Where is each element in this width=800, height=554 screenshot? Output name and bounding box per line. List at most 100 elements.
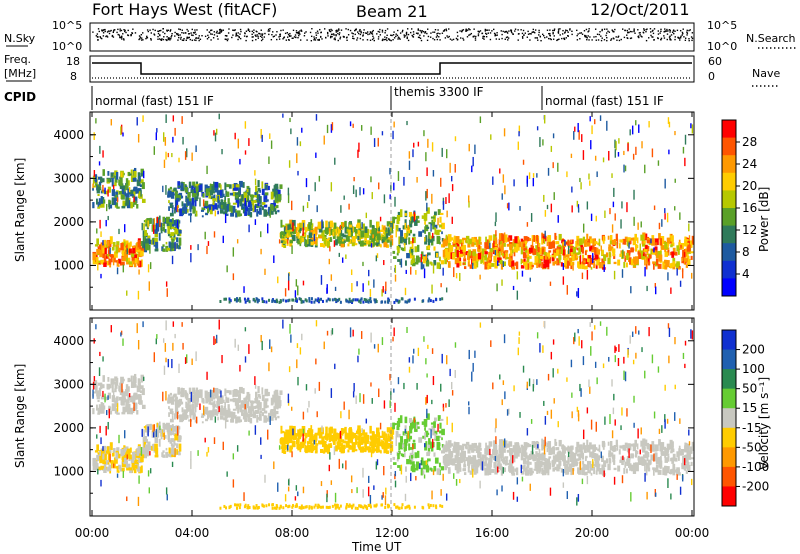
nsky-point <box>417 36 420 39</box>
velocity-cell <box>497 459 501 467</box>
nsky-point <box>549 35 552 37</box>
power-cell <box>482 248 487 253</box>
power-cell <box>647 261 651 266</box>
velocity-cell <box>376 430 380 438</box>
nsky-point <box>252 31 255 34</box>
power-cell <box>463 253 466 260</box>
nsky-point <box>524 32 527 34</box>
power-cell <box>558 246 562 250</box>
power-cell <box>323 236 327 244</box>
power-cell <box>664 259 669 268</box>
nsky-point <box>477 34 480 37</box>
power-cell <box>115 260 118 263</box>
nsky-point <box>633 28 635 30</box>
power-cell <box>400 230 403 237</box>
velocity-cell <box>175 406 179 411</box>
power-cell <box>513 242 518 250</box>
power-cell <box>292 225 295 230</box>
power-cell <box>264 184 267 189</box>
nsky-point <box>650 31 652 33</box>
velocity-cell <box>169 392 172 396</box>
nsky-point <box>367 33 369 36</box>
power-cell <box>471 258 474 265</box>
power-cell <box>652 261 655 264</box>
velocity-cell <box>317 427 322 435</box>
power-cell <box>261 297 264 301</box>
velocity-cell <box>521 465 526 470</box>
nsky-point <box>571 33 573 36</box>
power-cell <box>393 256 397 259</box>
nsky-point <box>591 39 593 41</box>
nsky-point <box>530 33 532 35</box>
power-cell <box>502 251 506 259</box>
nsky-point <box>456 31 459 34</box>
power-cell <box>95 257 99 265</box>
power-cell <box>336 298 339 302</box>
power-cell <box>230 209 233 217</box>
power-cell <box>490 263 495 267</box>
power-cell <box>427 299 430 303</box>
power-cell <box>591 125 593 135</box>
nsky-point <box>338 29 340 31</box>
nsky-point <box>422 30 425 33</box>
velocity-cell <box>97 390 101 394</box>
velocity-cell <box>372 430 374 435</box>
velocity-cell <box>127 394 131 401</box>
velocity-cell <box>440 466 444 471</box>
power-cell <box>269 133 271 139</box>
nsky-point <box>417 28 419 30</box>
power-cell <box>232 273 235 281</box>
nsky-point <box>297 32 300 35</box>
nsky-point <box>293 36 296 38</box>
power-cell <box>232 183 235 192</box>
power-cell <box>433 260 436 266</box>
nsky-point <box>585 35 587 37</box>
power-cell <box>369 235 373 241</box>
nsky-point <box>485 32 487 35</box>
nsky-panel-frame <box>89 22 695 52</box>
power-cell <box>576 235 580 242</box>
power-cell <box>209 205 212 210</box>
power-cell <box>343 195 345 200</box>
power-cell <box>178 229 182 234</box>
power-cell <box>349 224 353 228</box>
nsky-point <box>606 37 608 39</box>
nsky-point <box>607 30 609 32</box>
power-cell <box>283 225 286 233</box>
nsky-point <box>452 38 455 41</box>
power-cell <box>335 227 338 236</box>
power-cell <box>238 180 243 188</box>
nsky-point <box>419 34 421 36</box>
power-cell <box>370 243 373 248</box>
power-cell <box>188 181 192 189</box>
velocity-cell <box>291 425 296 434</box>
velocity-cell <box>434 433 437 440</box>
power-cell <box>185 197 188 200</box>
velocity-cell <box>181 407 184 413</box>
power-cell <box>396 252 399 256</box>
power-cell <box>576 243 581 247</box>
velocity-cell <box>278 401 282 407</box>
velocity-cell <box>396 458 399 462</box>
power-cell <box>376 224 380 232</box>
velocity-cell <box>672 453 676 459</box>
nsky-point <box>103 29 105 31</box>
power-cell <box>614 241 617 246</box>
power-cell <box>226 191 230 198</box>
velocity-cell <box>110 378 114 383</box>
velocity-cell <box>109 384 112 389</box>
power-cell <box>217 195 220 204</box>
nsky-point <box>610 38 613 40</box>
nsky-point <box>691 32 694 34</box>
power-cell <box>278 239 281 244</box>
nsky-point <box>318 39 320 41</box>
nsky-point <box>194 29 196 31</box>
power-cell <box>98 181 102 186</box>
power-cell <box>162 132 165 142</box>
velocity-cell <box>409 435 413 440</box>
power-cell <box>403 176 405 186</box>
nsky-trace <box>92 28 694 42</box>
nsky-point <box>121 35 123 37</box>
velocity-cell <box>429 441 432 446</box>
